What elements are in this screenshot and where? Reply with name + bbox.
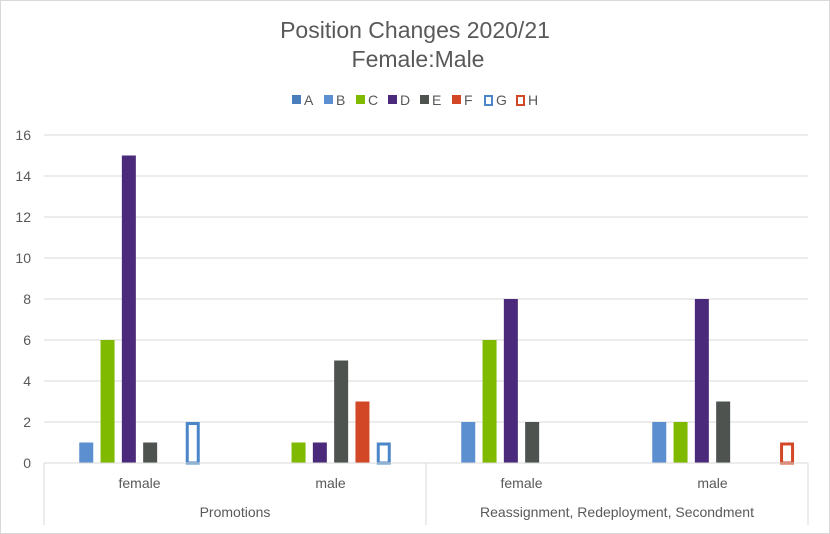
legend-item-B: B	[324, 92, 345, 108]
legend-label: A	[304, 92, 314, 108]
bar-D	[503, 299, 518, 463]
legend-item-D: D	[388, 92, 410, 108]
legend-item-G: G	[484, 92, 507, 108]
bar-C	[100, 340, 115, 463]
legend-label: C	[368, 92, 378, 108]
x-group-label: Reassignment, Redeployment, Secondment	[480, 504, 754, 520]
legend-swatch	[388, 95, 397, 104]
legend-item-A: A	[292, 92, 314, 108]
bar-B	[461, 422, 476, 463]
bar-G	[376, 442, 391, 465]
bar-C	[673, 422, 688, 463]
legend-swatch	[420, 95, 429, 104]
legend-swatch	[484, 95, 493, 106]
bar-E	[334, 360, 349, 463]
bar-E	[716, 401, 731, 463]
x-axis: female male female male Promotions Reassignme…	[43, 462, 809, 525]
legend-label: E	[432, 92, 441, 108]
legend-swatch	[324, 95, 333, 104]
bar-F	[355, 401, 370, 463]
legend-item-F: F	[452, 92, 473, 108]
y-tick-label: 2	[23, 414, 31, 430]
legend: A B C D E F G H	[292, 92, 538, 108]
y-tick-label: 6	[23, 332, 31, 348]
y-axis-ticks: 0 2 4 6 8 10 12 14 16	[15, 127, 31, 471]
bar-C	[482, 340, 497, 463]
x-group-label: Promotions	[200, 504, 271, 520]
legend-label: H	[528, 92, 538, 108]
legend-label: B	[336, 92, 345, 108]
y-tick-label: 4	[23, 373, 31, 389]
y-tick-label: 10	[15, 250, 31, 266]
bar-C	[291, 442, 306, 463]
y-tick-label: 0	[23, 455, 31, 471]
y-tick-label: 8	[23, 291, 31, 307]
x-tick-label: female	[500, 475, 542, 491]
bar-D	[694, 299, 709, 463]
bar-E	[143, 442, 158, 463]
legend-item-C: C	[356, 92, 378, 108]
x-tick-label: female	[118, 475, 160, 491]
bars	[79, 155, 795, 465]
legend-item-E: E	[420, 92, 441, 108]
chart-title: Position Changes 2020/21	[280, 17, 550, 43]
legend-label: D	[400, 92, 410, 108]
bar-E	[525, 422, 540, 463]
bar-B	[652, 422, 667, 463]
bar-B	[79, 442, 94, 463]
bar-D	[312, 442, 327, 463]
legend-swatch	[292, 95, 301, 104]
legend-item-H: H	[516, 92, 538, 108]
y-tick-label: 16	[15, 127, 31, 143]
y-tick-label: 12	[15, 209, 31, 225]
legend-swatch	[516, 95, 525, 106]
bar-G	[185, 422, 200, 465]
x-tick-label: male	[697, 475, 728, 491]
x-tick-label: male	[315, 475, 346, 491]
legend-label: G	[496, 92, 507, 108]
bar-H	[780, 442, 795, 465]
legend-swatch	[452, 95, 461, 104]
y-tick-label: 14	[15, 168, 31, 184]
legend-swatch	[356, 95, 365, 104]
chart-subtitle: Female:Male	[352, 46, 485, 72]
legend-label: F	[464, 92, 473, 108]
bar-D	[121, 155, 136, 463]
